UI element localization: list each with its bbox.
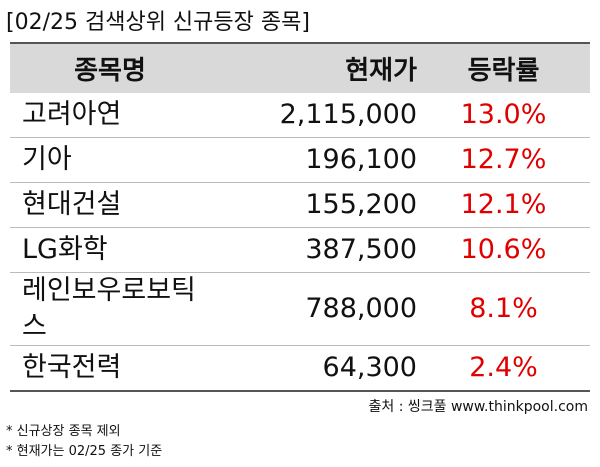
change-rate: 12.7% — [417, 137, 590, 183]
price: 155,200 — [211, 182, 417, 228]
column-header: 등락률 — [417, 42, 590, 93]
note: * 현재가는 02/25 종가 기준 — [6, 444, 163, 459]
stock-table: 종목명 현재가 등락률 고려아연 2,115,000 13.0% 기아 196,100 1… — [10, 42, 590, 392]
stock-name: 기아 — [10, 137, 211, 183]
price: 387,500 — [211, 227, 417, 273]
table-row: 한국전력 64,300 2.4% — [10, 345, 590, 392]
price: 2,115,000 — [211, 93, 417, 138]
change-rate: 13.0% — [417, 93, 590, 138]
price: 196,100 — [211, 137, 417, 183]
change-rate: 10.6% — [417, 227, 590, 273]
change-rate: 8.1% — [417, 272, 590, 346]
change-rate: 12.1% — [417, 182, 590, 228]
column-header: 현재가 — [211, 42, 417, 93]
stock-name: 한국전력 — [10, 345, 211, 392]
table-row: 레인보우로보틱스 788,000 8.1% — [10, 272, 590, 346]
title: [02/25 검색상위 신규등장 종목] — [6, 10, 310, 35]
table-row: 현대건설 155,200 12.1% — [10, 182, 590, 228]
stock-name: 고려아연 — [10, 93, 211, 138]
stock-name: 현대건설 — [10, 182, 211, 228]
stock-name: LG화학 — [10, 227, 211, 273]
note: * 신규상장 종목 제외 — [6, 424, 121, 439]
table-row: 고려아연 2,115,000 13.0% — [10, 93, 590, 138]
stock-name: 레인보우로보틱스 — [10, 272, 211, 346]
column-header: 종목명 — [10, 42, 211, 93]
price: 64,300 — [211, 345, 417, 392]
table-row: 기아 196,100 12.7% — [10, 137, 590, 183]
change-rate: 2.4% — [417, 345, 590, 392]
source: 출처 : 씽크풀 www.thinkpool.com — [368, 399, 588, 415]
header-row: 종목명 현재가 등락률 — [10, 42, 590, 93]
table-body: 고려아연 2,115,000 13.0% 기아 196,100 12.7% 현대건설 155,… — [10, 93, 590, 392]
table-row: LG화학 387,500 10.6% — [10, 227, 590, 273]
price: 788,000 — [211, 272, 417, 346]
